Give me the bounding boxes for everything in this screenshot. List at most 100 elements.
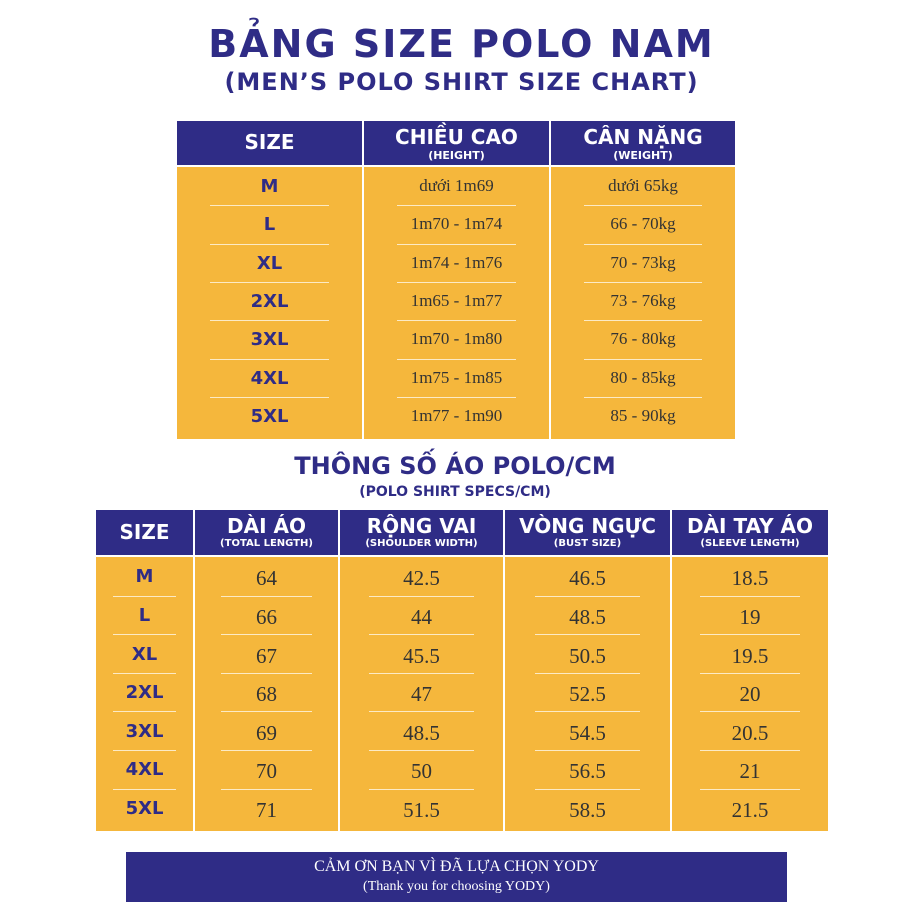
value-cell: 21.5: [731, 797, 769, 822]
value-cell: 42.5: [403, 566, 440, 591]
header-sub: (BUST SIZE): [553, 538, 622, 549]
size-cell: 4XL: [250, 367, 289, 389]
value-cell: 48.5: [569, 604, 606, 629]
header-cell: CÂN NẶNG (WEIGHT): [551, 121, 735, 165]
value-cell: 1m75 - 1m85: [410, 367, 503, 387]
header-label: CHIỀU CAO: [395, 125, 518, 149]
value-cell: dưới 65kg: [608, 176, 678, 196]
header-sub: (SHOULDER WIDTH): [365, 538, 478, 549]
value-cell: 1m74 - 1m76: [410, 252, 503, 272]
size-cell: 2XL: [125, 682, 164, 704]
row-line: [534, 595, 641, 597]
title: BẢNG SIZE POLO NAM: [208, 22, 715, 66]
value-cell: 64: [256, 566, 277, 591]
header-label: DÀI TAY ÁO: [686, 514, 814, 538]
value-cell: 20.5: [731, 720, 769, 745]
value-cell: 19: [739, 604, 761, 629]
size-cell: L: [263, 214, 276, 236]
row-line: [534, 672, 641, 674]
size-cell: L: [138, 604, 151, 626]
header-sub: (WEIGHT): [613, 149, 673, 162]
row-line: [369, 634, 474, 636]
value-cell: 46.5: [569, 566, 606, 591]
size-cell: 5XL: [250, 405, 289, 427]
row-line: [397, 396, 516, 398]
row-line: [369, 750, 474, 751]
value-cell: 1m77 - 1m90: [410, 405, 503, 425]
header-cell: SIZE: [96, 510, 193, 555]
header-cell: SIZE: [177, 121, 362, 165]
row-line: [700, 595, 800, 597]
value-cell: 18.5: [731, 566, 769, 591]
value-cell: 19.5: [731, 643, 769, 668]
header-label: SIZE: [119, 519, 170, 544]
value-cell: 66: [256, 604, 277, 629]
header-sub: (HEIGHT): [428, 149, 485, 162]
header-cell: VÒNG NGỰC (BUST SIZE): [505, 510, 670, 555]
value-cell: 51.5: [403, 797, 440, 822]
row-line: [113, 750, 176, 751]
column-body: 18.5 19 19.5 20 20.5 21 21.5: [672, 557, 828, 832]
footer-line2: (Thank you for choosing YODY): [363, 879, 550, 894]
size-cell: 2XL: [250, 291, 289, 313]
row-line: [534, 750, 641, 751]
size-cell: M: [135, 566, 154, 588]
value-cell: 52.5: [569, 682, 606, 707]
size-cell: XL: [256, 252, 283, 274]
size-cell: M: [260, 176, 279, 198]
footer: CẢM ƠN BẠN VÌ ĐÃ LỰA CHỌN YODY (Thank yo…: [126, 852, 787, 902]
row-line: [210, 205, 329, 207]
specs-subtitle: (POLO SHIRT SPECS/CM): [359, 484, 551, 500]
value-cell: 50.5: [569, 643, 606, 668]
row-line: [700, 711, 800, 713]
value-cell: 85 - 90kg: [610, 405, 676, 425]
value-cell: 58.5: [569, 797, 606, 822]
size-cell: 3XL: [250, 329, 289, 351]
column-body: 46.5 48.5 50.5 52.5 54.5 56.5 58.5: [505, 557, 670, 832]
value-cell: 54.5: [569, 720, 606, 745]
row-line: [210, 243, 329, 245]
header-cell: DÀI ÁO (TOTAL LENGTH): [195, 510, 338, 555]
row-line: [369, 595, 474, 597]
size-cell: 3XL: [125, 720, 164, 742]
value-cell: 1m70 - 1m74: [410, 214, 503, 234]
subtitle: (MEN’S POLO SHIRT SIZE CHART): [224, 68, 699, 96]
value-cell: 1m70 - 1m80: [410, 329, 503, 349]
value-cell: 73 - 76kg: [610, 291, 676, 311]
row-line: [397, 243, 516, 245]
value-cell: 20: [739, 682, 761, 707]
row-line: [369, 672, 474, 674]
specs-title: THÔNG SỐ ÁO POLO/CM: [294, 452, 616, 480]
value-cell: 68: [256, 682, 277, 707]
row-line: [397, 320, 516, 322]
header-sub: (SLEEVE LENGTH): [700, 538, 800, 549]
value-cell: 1m65 - 1m77: [410, 291, 503, 311]
row-line: [220, 672, 313, 674]
row-line: [534, 711, 641, 713]
header-label: VÒNG NGỰC: [519, 514, 656, 538]
size-cell: 4XL: [125, 759, 164, 781]
row-line: [700, 788, 800, 790]
value-cell: 56.5: [569, 759, 606, 784]
header-label: SIZE: [244, 130, 295, 154]
row-line: [397, 281, 516, 283]
row-line: [584, 243, 702, 245]
column-body: dưới 65kg 66 - 70kg 70 - 73kg 73 - 76kg 76 -…: [551, 167, 735, 440]
value-cell: 45.5: [403, 643, 440, 668]
row-line: [584, 358, 702, 360]
header-label: CÂN NẶNG: [583, 125, 703, 149]
value-cell: 70: [256, 759, 277, 784]
header-cell: RỘNG VAI (SHOULDER WIDTH): [340, 510, 503, 555]
column-body: dưới 1m69 1m70 - 1m74 1m74 - 1m76 1m65 - 1m…: [364, 167, 549, 440]
row-line: [113, 711, 176, 713]
value-cell: 69: [256, 720, 277, 745]
row-line: [113, 672, 176, 674]
row-line: [220, 788, 313, 790]
row-line: [700, 672, 800, 674]
row-line: [584, 320, 702, 322]
row-line: [397, 205, 516, 207]
column-body: 42.5 44 45.5 47 48.5 50 51.5: [340, 557, 503, 832]
value-cell: 67: [256, 643, 277, 668]
value-cell: dưới 1m69: [419, 176, 494, 196]
row-line: [220, 634, 313, 636]
